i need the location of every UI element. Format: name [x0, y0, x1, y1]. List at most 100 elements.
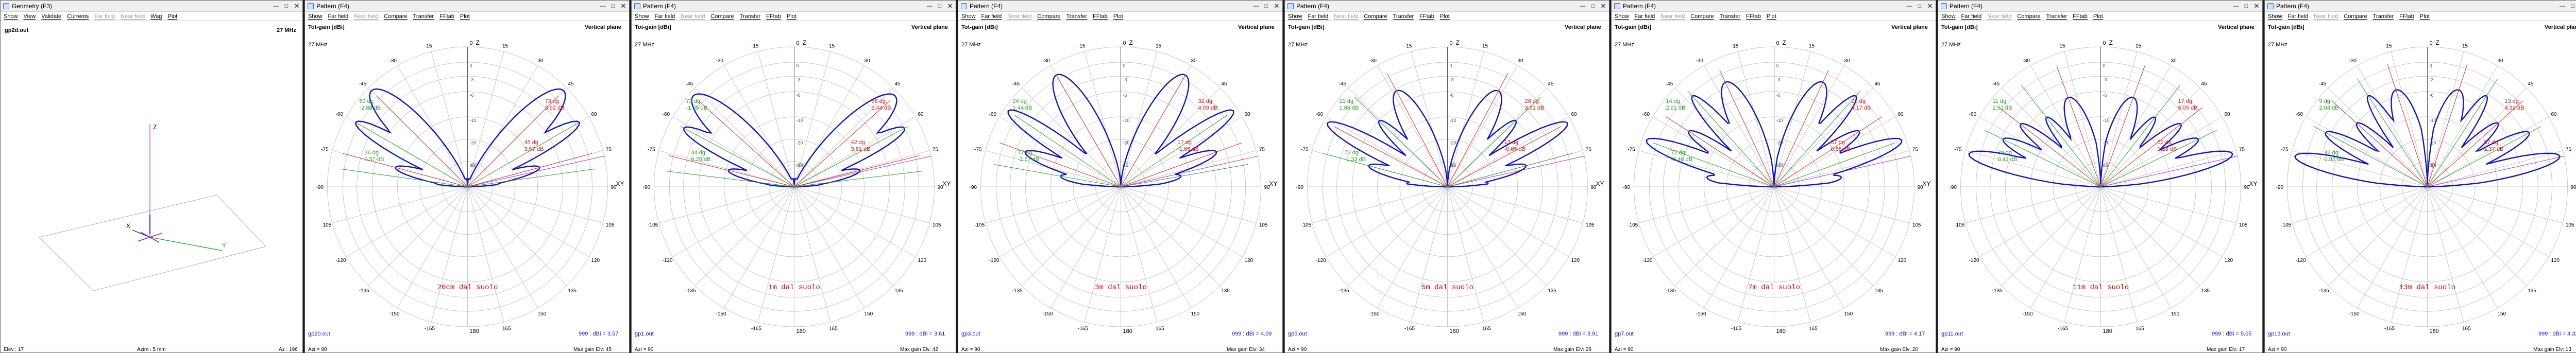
menu-item-view[interactable]: View [23, 13, 36, 20]
window-titlebar[interactable]: Pattern (F4)—□✕ [958, 1, 1282, 12]
geometry-window[interactable]: Geometry (F3) — □ ✕ Show View Validate Currents… [0, 0, 303, 353]
menu-item-fftab[interactable]: FFtab [2073, 13, 2088, 20]
maximize-icon[interactable]: □ [938, 3, 942, 9]
menu-item-compare[interactable]: Compare [2344, 13, 2367, 20]
menu-item-fftab[interactable]: FFtab [1093, 13, 1108, 20]
minimize-icon[interactable]: — [1253, 3, 1259, 9]
polar-plot[interactable]: 0 Z180153045607590105120135150165-15-30-4… [1938, 21, 2263, 346]
menu-item-transfer[interactable]: Transfer [739, 13, 761, 20]
minimize-icon[interactable]: — [2560, 3, 2566, 9]
menu-item-show[interactable]: Show [635, 13, 649, 20]
menu-item-far-field[interactable]: Far field [2287, 13, 2309, 20]
close-icon[interactable]: ✕ [1274, 2, 1280, 10]
menu-item-show[interactable]: Show [1288, 13, 1302, 20]
menu-item-fftab[interactable]: FFtab [766, 13, 781, 20]
maximize-icon[interactable]: □ [1264, 3, 1268, 9]
minimize-icon[interactable]: — [273, 3, 279, 9]
menu-item-plot[interactable]: Plot [2093, 13, 2103, 20]
close-icon[interactable]: ✕ [2253, 2, 2260, 10]
menu-item-near-field[interactable]: Near field [2314, 13, 2338, 20]
polar-plot[interactable]: 0 Z180153045607590105120135150165-15-30-4… [2265, 21, 2576, 346]
menu-item-fftab[interactable]: FFtab [1746, 13, 1761, 20]
menu-item-near-field[interactable]: Near field [121, 13, 145, 20]
polar-plot[interactable]: 0 Z180153045607590105120135150165-15-30-4… [632, 21, 956, 346]
menu-item-far-field[interactable]: Far field [1961, 13, 1982, 20]
close-icon[interactable]: ✕ [1600, 2, 1606, 10]
menu-item-show[interactable]: Show [1615, 13, 1629, 20]
menu-item-plot[interactable]: Plot [1439, 13, 1450, 20]
antenna-3d-view[interactable]: Z X Y [1, 21, 303, 346]
menu-item-transfer[interactable]: Transfer [413, 13, 434, 20]
polar-plot[interactable]: 0 Z180153045607590105120135150165-15-30-4… [958, 21, 1283, 346]
menu-item-near-field[interactable]: Near field [354, 13, 379, 20]
pattern-window[interactable]: Pattern (F4)—□✕Show Far field Near field Co… [2264, 0, 2576, 353]
menu-item-compare[interactable]: Compare [1364, 13, 1387, 20]
menu-item-near-field[interactable]: Near field [1007, 13, 1032, 20]
menu-item-compare[interactable]: Compare [2017, 13, 2041, 20]
close-icon[interactable]: ✕ [294, 2, 300, 10]
maximize-icon[interactable]: □ [1918, 3, 1922, 9]
menu-item-far-field[interactable]: Far field [1634, 13, 1655, 20]
menu-item-plot[interactable]: Plot [2419, 13, 2430, 20]
menu-item-far-field[interactable]: Far field [94, 13, 115, 20]
menu-item-near-field[interactable]: Near field [1334, 13, 1359, 20]
menu-item-compare[interactable]: Compare [1037, 13, 1061, 20]
maximize-icon[interactable]: □ [1591, 3, 1595, 9]
menu-item-far-field[interactable]: Far field [981, 13, 1002, 20]
menu-item-compare[interactable]: Compare [384, 13, 408, 20]
menu-item-show[interactable]: Show [961, 13, 976, 20]
menu-item-transfer[interactable]: Transfer [2046, 13, 2067, 20]
polar-plot[interactable]: 0 Z180153045607590105120135150165-15-30-4… [1612, 21, 1936, 346]
menu-item-transfer[interactable]: Transfer [1719, 13, 1741, 20]
menu-item-plot[interactable]: Plot [1113, 13, 1123, 20]
menu-item-near-field[interactable]: Near field [1987, 13, 2012, 20]
menu-item-transfer[interactable]: Transfer [1066, 13, 1088, 20]
menu-item-near-field[interactable]: Near field [681, 13, 705, 20]
menu-item-show[interactable]: Show [2268, 13, 2282, 20]
menu-item-far-field[interactable]: Far field [1308, 13, 1329, 20]
polar-plot[interactable]: 0 Z180153045607590105120135150165-15-30-4… [1285, 21, 1609, 346]
menu-item-validate[interactable]: Validate [41, 13, 62, 20]
window-titlebar[interactable]: Pattern (F4)—□✕ [1938, 1, 2262, 12]
menu-item-transfer[interactable]: Transfer [1393, 13, 1414, 20]
menu-item-plot[interactable]: Plot [167, 13, 178, 20]
menu-item-compare[interactable]: Compare [1690, 13, 1714, 20]
maximize-icon[interactable]: □ [611, 3, 615, 9]
menu-item-fftab[interactable]: FFtab [2399, 13, 2414, 20]
menu-item-plot[interactable]: Plot [460, 13, 470, 20]
window-titlebar[interactable]: Pattern (F4)—□✕ [2265, 1, 2576, 12]
menu-item-show[interactable]: Show [4, 13, 18, 20]
menu-item-far-field[interactable]: Far field [654, 13, 675, 20]
window-titlebar[interactable]: Geometry (F3) — □ ✕ [1, 1, 302, 12]
menu-item-show[interactable]: Show [308, 13, 323, 20]
close-icon[interactable]: ✕ [1927, 2, 1933, 10]
window-titlebar[interactable]: Pattern (F4)—□✕ [632, 1, 956, 12]
window-titlebar[interactable]: Pattern (F4)—□✕ [1285, 1, 1609, 12]
menu-item-wag[interactable]: Wag [150, 13, 162, 20]
maximize-icon[interactable]: □ [284, 3, 289, 9]
menu-item-show[interactable]: Show [1941, 13, 1956, 20]
minimize-icon[interactable]: — [1580, 3, 1586, 9]
close-icon[interactable]: ✕ [947, 2, 953, 10]
minimize-icon[interactable]: — [600, 3, 606, 9]
menu-item-compare[interactable]: Compare [710, 13, 734, 20]
minimize-icon[interactable]: — [926, 3, 933, 9]
menu-item-plot[interactable]: Plot [786, 13, 796, 20]
maximize-icon[interactable]: □ [2244, 3, 2248, 9]
menu-item-fftab[interactable]: FFtab [1419, 13, 1434, 20]
menu-item-plot[interactable]: Plot [1766, 13, 1776, 20]
close-icon[interactable]: ✕ [620, 2, 626, 10]
minimize-icon[interactable]: — [2233, 3, 2239, 9]
menu-item-fftab[interactable]: FFtab [439, 13, 454, 20]
menu-item-currents[interactable]: Currents [67, 13, 89, 20]
